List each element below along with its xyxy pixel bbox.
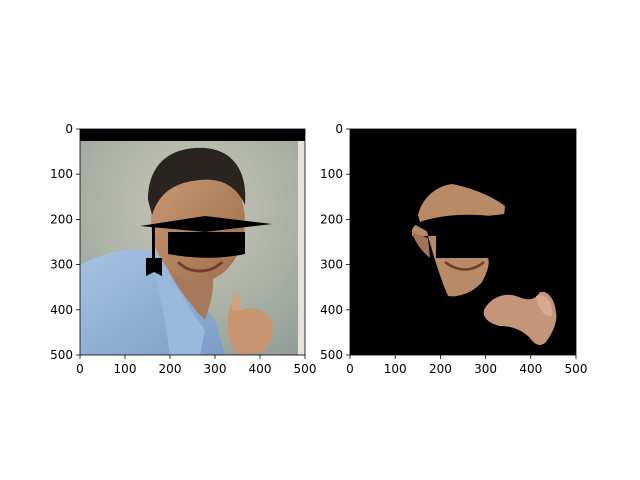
left-y-tick-label: 500 xyxy=(50,348,73,362)
left-x-tick-label: 400 xyxy=(249,362,272,376)
cap-tassel xyxy=(146,258,162,276)
cap-tassel-string xyxy=(152,226,155,260)
smile xyxy=(176,260,224,273)
cap-board xyxy=(140,216,272,232)
hair xyxy=(148,147,246,215)
left-y-tick-label: 100 xyxy=(50,167,73,181)
right-axes-frame xyxy=(349,128,577,356)
right-y-tick-label: 100 xyxy=(320,167,343,181)
right-y-tick-label: 0 xyxy=(335,122,343,136)
right-x-tick-label: 0 xyxy=(346,362,354,376)
right-y-tick-label: 400 xyxy=(320,303,343,317)
right-image xyxy=(350,129,576,355)
left-x-tick-label: 500 xyxy=(294,362,317,376)
right-x-tick-label: 400 xyxy=(519,362,542,376)
cap-band xyxy=(168,232,245,258)
skin-face xyxy=(412,223,489,297)
right-x-tick-label: 100 xyxy=(384,362,407,376)
left-y-tick-label: 200 xyxy=(50,212,73,226)
left-x-tick-label: 300 xyxy=(204,362,227,376)
skin-forehead xyxy=(418,184,505,222)
skin-hand xyxy=(483,291,557,345)
shirt-collar xyxy=(150,258,205,355)
mouth-bar xyxy=(436,230,490,258)
right-x-tick-label: 500 xyxy=(565,362,588,376)
left-y-tick-label: 300 xyxy=(50,258,73,272)
right-x-tick-label: 300 xyxy=(474,362,497,376)
left-axes-frame xyxy=(79,128,306,356)
right-y-tick-label: 300 xyxy=(320,258,343,272)
right-y-tick-label: 200 xyxy=(320,212,343,226)
right-panel xyxy=(349,128,577,356)
edge-light xyxy=(298,141,305,355)
left-x-tick-label: 100 xyxy=(114,362,137,376)
right-x-tick-label: 200 xyxy=(429,362,452,376)
left-x-tick-label: 200 xyxy=(159,362,182,376)
left-panel xyxy=(79,128,306,356)
thumb xyxy=(232,295,240,311)
left-y-tick-label: 0 xyxy=(65,122,73,136)
smile-mask xyxy=(444,260,485,271)
left-y-tick-label: 400 xyxy=(50,303,73,317)
top-black-strip xyxy=(80,129,305,141)
right-y-tick-label: 500 xyxy=(320,348,343,362)
hand xyxy=(227,298,273,355)
left-image xyxy=(80,129,305,355)
skin-thumb xyxy=(536,295,553,317)
skin-cheek xyxy=(412,232,430,258)
left-x-tick-label: 0 xyxy=(76,362,84,376)
